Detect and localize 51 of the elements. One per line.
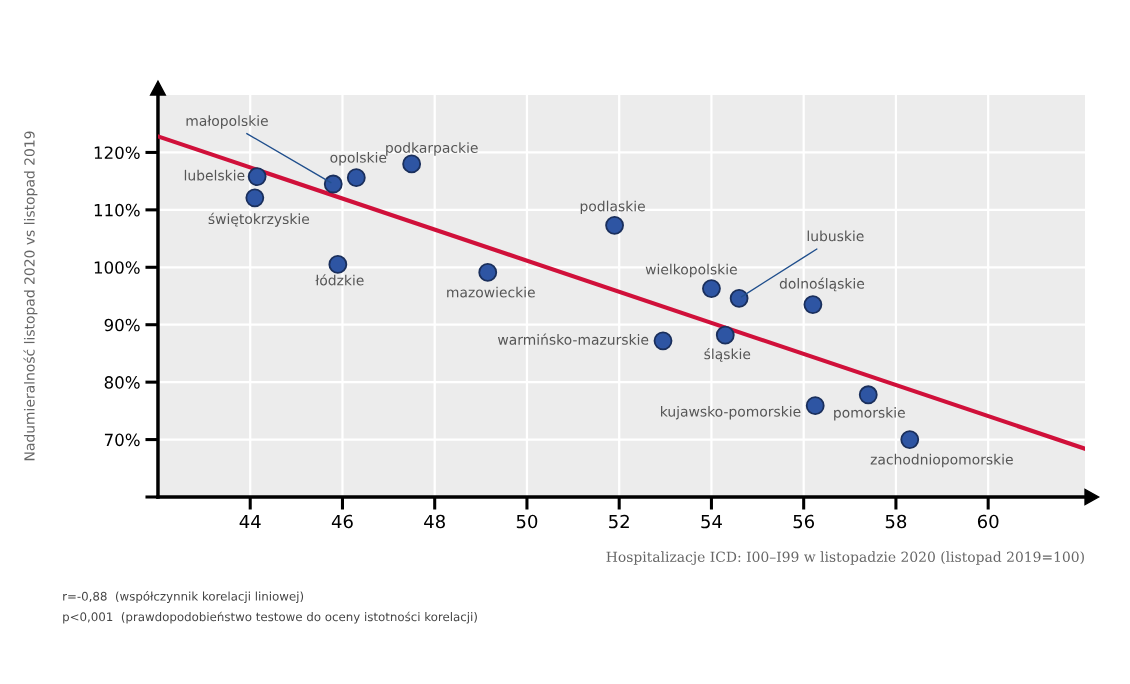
x-tick-label: 60 bbox=[977, 514, 999, 529]
annotation: mazowieckie bbox=[447, 286, 535, 298]
annotation: pomorskie bbox=[834, 407, 905, 421]
annotation: warmińsko-mazurskie bbox=[497, 333, 649, 345]
point bbox=[858, 385, 878, 405]
text: r=-0,88 (współczynnik korelacji liniowej) bbox=[63, 591, 304, 604]
annotation: lubelskie bbox=[184, 169, 245, 181]
point bbox=[402, 154, 422, 174]
x-axis-title: Hospitalizacje ICD: I00–I99 w listopadzie 2020 (listopad 2019=100) bbox=[606, 551, 1084, 565]
annotation: śląskie bbox=[704, 347, 751, 362]
x-tick-label: 44 bbox=[239, 514, 261, 529]
point bbox=[803, 295, 823, 315]
annotation: dolnośląskie bbox=[779, 277, 865, 292]
point bbox=[653, 331, 673, 351]
x-tick-label: 48 bbox=[424, 514, 445, 529]
y-tick-label: 110% bbox=[94, 203, 140, 217]
x-tick-label: 46 bbox=[331, 514, 353, 529]
annotation: podlaskie bbox=[580, 200, 645, 215]
y-tick-label: 90% bbox=[104, 318, 140, 332]
annotation: łódzkie bbox=[315, 274, 364, 286]
annotation: opolskie bbox=[330, 151, 387, 166]
point bbox=[805, 396, 825, 416]
annotation: małopolskie bbox=[186, 115, 268, 129]
annotation: podkarpackie bbox=[386, 142, 478, 156]
point bbox=[328, 255, 348, 274]
point bbox=[323, 174, 343, 194]
x-tick-label: 52 bbox=[609, 514, 629, 529]
y-tick-label: 120% bbox=[94, 146, 140, 159]
point bbox=[478, 263, 498, 282]
point bbox=[900, 430, 920, 449]
point bbox=[729, 288, 749, 308]
text: p<0,001 (prawdopodobieństwo testowe do oceny istotności korelacji) bbox=[63, 611, 477, 624]
x-tick-label: 58 bbox=[885, 514, 907, 529]
annotation: kujawsko-pomorskie bbox=[661, 405, 801, 420]
y-tick-label: 100% bbox=[94, 261, 140, 274]
point bbox=[245, 188, 265, 208]
x-tick-label: 54 bbox=[701, 514, 722, 529]
y-axis-title: Nadumieralność listopad 2020 vs listopad 2019 bbox=[23, 131, 38, 461]
x-tick-label: 56 bbox=[793, 514, 815, 529]
point bbox=[247, 167, 267, 186]
point bbox=[715, 325, 735, 345]
x-tick-label: 50 bbox=[516, 514, 538, 529]
annotation: lubuskie bbox=[807, 230, 864, 242]
point bbox=[605, 215, 624, 235]
point bbox=[346, 168, 366, 188]
y-tick-label: 70% bbox=[104, 433, 140, 447]
annotation: wielkopolskie bbox=[645, 263, 737, 278]
y-tick-label: 80% bbox=[104, 376, 140, 389]
annotation: zachodniopomorskie bbox=[870, 453, 1013, 468]
point bbox=[702, 279, 721, 298]
annotation: świętokrzyskie bbox=[208, 212, 310, 227]
